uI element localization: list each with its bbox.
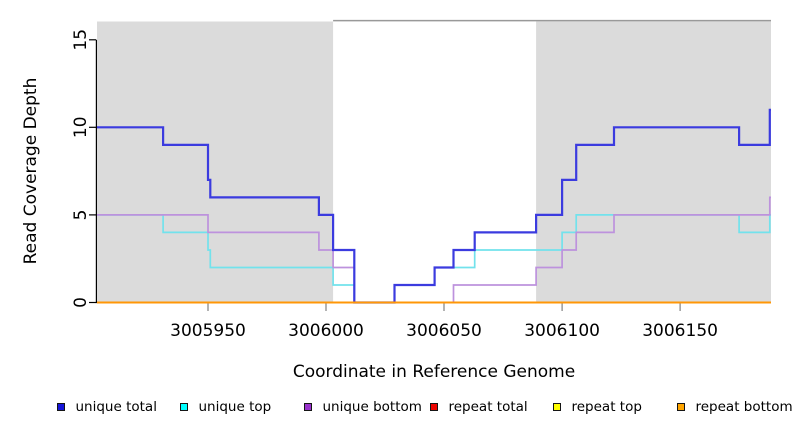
legend-item-unique-top: unique top bbox=[180, 398, 271, 416]
legend-swatch-unique-total bbox=[57, 403, 65, 411]
repeat-region-right bbox=[536, 21, 771, 303]
chart-canvas: 0 5 10 15 3005950 3006000 3006050 3006100 300615… bbox=[71, 19, 771, 341]
legend: unique total unique top unique bottom repea… bbox=[0, 398, 792, 418]
x-axis-title: Coordinate in Reference Genome bbox=[292, 362, 576, 382]
x-tick-label: 3006150 bbox=[642, 321, 718, 341]
y-tick-label: 0 bbox=[71, 297, 91, 308]
x-tick-label: 3006050 bbox=[406, 321, 482, 341]
y-tick-label: 5 bbox=[71, 209, 91, 220]
legend-label-repeat-total: repeat total bbox=[448, 399, 528, 415]
y-axis-title: Read Coverage Depth bbox=[21, 77, 41, 265]
legend-swatch-unique-top bbox=[180, 403, 188, 411]
legend-label-unique-total: unique total bbox=[75, 399, 157, 415]
legend-item-repeat-total: repeat total bbox=[430, 398, 528, 416]
legend-label-unique-bottom: unique bottom bbox=[322, 399, 422, 415]
x-tick-label: 3006100 bbox=[524, 321, 600, 341]
x-tick-label: 3006000 bbox=[288, 321, 364, 341]
legend-label-unique-top: unique top bbox=[198, 399, 272, 415]
legend-swatch-repeat-top bbox=[553, 403, 561, 411]
y-tick-label: 10 bbox=[71, 116, 91, 138]
legend-swatch-unique-bottom bbox=[304, 403, 312, 411]
series-unique-bottom bbox=[97, 196, 771, 304]
y-tick-label: 15 bbox=[71, 29, 91, 51]
legend-swatch-repeat-bottom bbox=[677, 403, 685, 411]
legend-item-unique-bottom: unique bottom bbox=[304, 398, 422, 416]
x-tick-label: 3005950 bbox=[170, 321, 246, 341]
legend-label-repeat-bottom: repeat bottom bbox=[695, 399, 792, 415]
series-unique-total bbox=[97, 108, 771, 304]
legend-swatch-repeat-total bbox=[430, 403, 438, 411]
legend-label-repeat-top: repeat top bbox=[571, 399, 642, 415]
legend-item-repeat-top: repeat top bbox=[553, 398, 642, 416]
legend-item-repeat-bottom: repeat bottom bbox=[677, 398, 792, 416]
legend-item-unique-total: unique total bbox=[57, 398, 157, 416]
repeat-region-left bbox=[97, 21, 334, 303]
